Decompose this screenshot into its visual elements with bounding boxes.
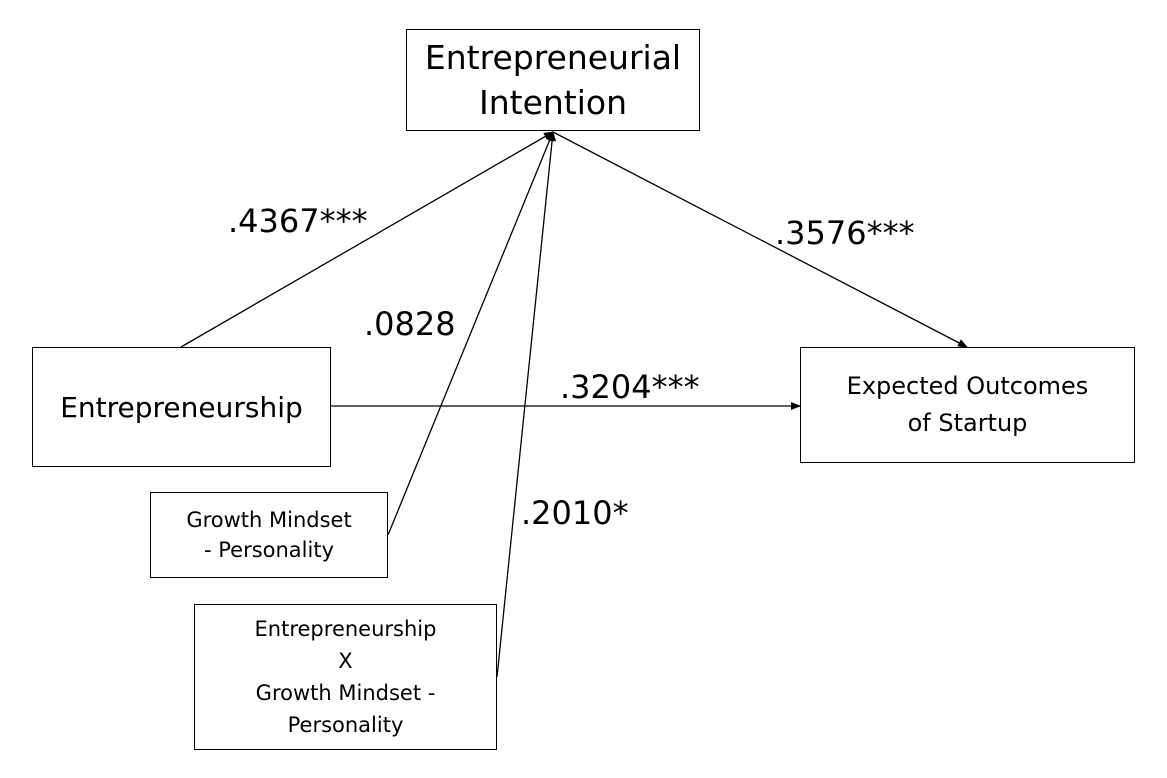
growth-mindset-label-line2: - Personality xyxy=(203,538,335,562)
entrepreneurial-intention-label-line1: Entrepreneurial xyxy=(424,38,682,77)
expected-outcomes-box: Expected Outcomes of Startup xyxy=(800,347,1135,463)
interaction-label-line2: X xyxy=(338,649,353,673)
coefficient-entrepreneurship-to-intention: .4367*** xyxy=(228,202,368,240)
interaction-box: Entrepreneurship X Growth Mindset - Pers… xyxy=(194,604,497,750)
arrow-interaction-to-intention xyxy=(496,131,557,678)
interaction-label-line4: Personality xyxy=(287,713,404,737)
coefficient-intention-to-outcomes: .3576*** xyxy=(775,214,915,252)
entrepreneurial-intention-label-line2: Intention xyxy=(478,83,628,122)
entrepreneurship-label: Entrepreneurship xyxy=(60,390,303,424)
expected-outcomes-label-line1: Expected Outcomes xyxy=(846,372,1089,400)
expected-outcomes-label-line2: of Startup xyxy=(907,409,1028,437)
growth-mindset-box: Growth Mindset - Personality xyxy=(150,492,388,578)
interaction-label-line1: Entrepreneurship xyxy=(254,617,437,641)
interaction-label-line3: Growth Mindset - xyxy=(255,681,436,705)
arrow-entrepreneurship-to-intention xyxy=(180,131,554,348)
coefficient-interaction-to-intention: .2010* xyxy=(521,494,629,532)
arrow-intention-to-outcomes xyxy=(552,131,968,348)
growth-mindset-label-line1: Growth Mindset xyxy=(186,508,352,532)
entrepreneurial-intention-box: Entrepreneurial Intention xyxy=(406,29,700,131)
arrow-growth-mindset-to-intention xyxy=(387,131,554,536)
coefficient-entrepreneurship-to-outcomes: .3204*** xyxy=(560,368,700,406)
coefficient-growth-mindset-to-intention: .0828 xyxy=(364,305,456,343)
entrepreneurship-box: Entrepreneurship xyxy=(32,347,331,467)
